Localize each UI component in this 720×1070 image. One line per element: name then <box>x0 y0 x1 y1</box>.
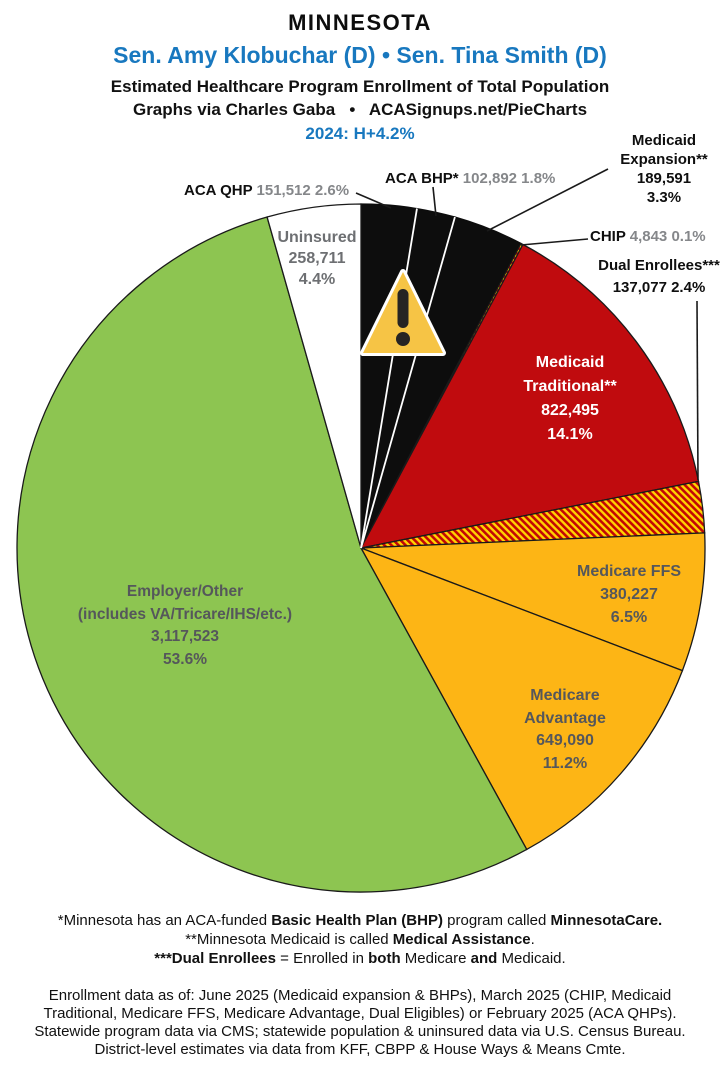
attribution-line: Graphs via Charles Gaba • ACASignups.net… <box>132 100 588 119</box>
aca-qhp-leader-line <box>355 192 392 209</box>
employer-other-includes-va-tricare-ihs-etc-slice <box>16 216 528 893</box>
dual-enrollees-leader-line <box>696 300 699 481</box>
senators-line: Sen. Amy Klobuchar (D) • Sen. Tina Smith… <box>113 42 607 68</box>
data-sources: Enrollment data as of: June 2025 (Medica… <box>34 987 686 1058</box>
chart-subtitle: Estimated Healthcare Program Enrollment … <box>110 77 610 96</box>
uninsured-slice <box>266 203 362 549</box>
warning-icon <box>360 269 446 356</box>
medicaid-expansion-leader-line <box>486 168 609 232</box>
footnotes: *Minnesota has an ACA-funded Basic Healt… <box>57 912 663 967</box>
medicaid-traditional-slice <box>359 243 700 549</box>
aca-qhp-label: ACA QHP 151,512 2.6% <box>184 182 350 199</box>
year-partisan-lean: 2024: H+4.2% <box>305 124 415 143</box>
medicare-ffs-slice <box>360 532 706 672</box>
medicaid-expansion-label: Medicaid Expansion** 189,591 3.3% <box>620 132 708 206</box>
dual-enrollees-label: Dual Enrollees*** 137,077 2.4% <box>598 257 720 296</box>
state-title: MINNESOTA <box>288 10 432 35</box>
aca-bhp-leader-line <box>432 186 437 217</box>
medicare-advantage-slice <box>359 546 684 851</box>
uninsured-label: Uninsured 258,711 4.4% <box>277 229 357 288</box>
chip-leader-line <box>520 238 589 246</box>
slice-separator <box>360 208 418 549</box>
medicaid-traditional-label: Medicaid Traditional** 822,495 14.1% <box>523 354 617 443</box>
employer-other-label: Employer/Other (includes VA/Tricare/IHS/e… <box>77 583 293 668</box>
medicare-advantage-label: Medicare Advantage 649,090 11.2% <box>524 687 606 772</box>
medicare-ffs-label: Medicare FFS 380,227 6.5% <box>576 563 682 626</box>
slice-separator <box>360 216 456 549</box>
aca-bhp-label: ACA BHP* 102,892 1.8% <box>385 170 556 187</box>
chip-label: CHIP 4,843 0.1% <box>590 228 706 245</box>
